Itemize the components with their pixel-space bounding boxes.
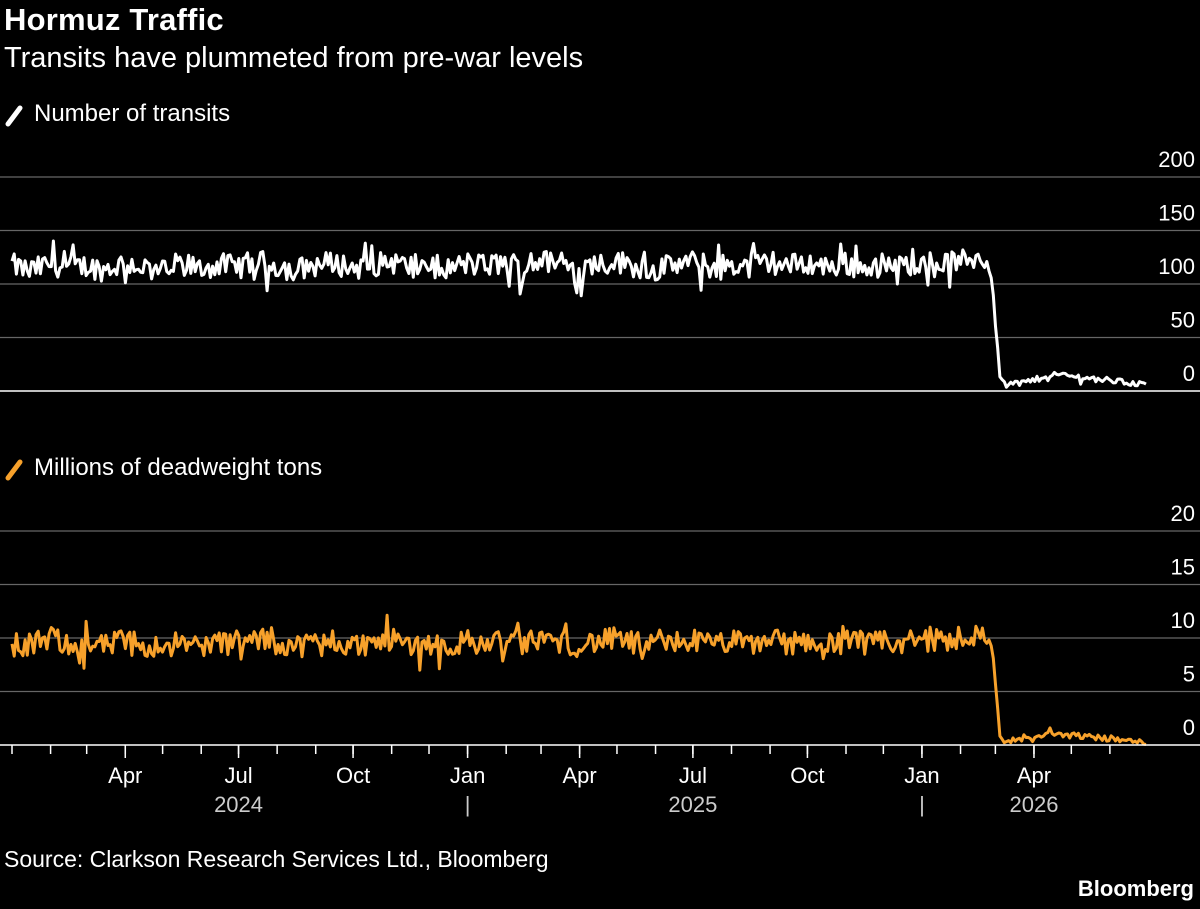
transits-panel: Number of transits 0 50 100 150 200 (0, 100, 1200, 392)
y-tick-label: 50 (1171, 308, 1195, 333)
x-tick-label: Apr (1017, 763, 1051, 788)
y-tick-label: 5 (1183, 662, 1195, 687)
bloomberg-logo: Bloomberg (1077, 876, 1194, 901)
dwt-series-line (10, 613, 1147, 746)
x-tick-label: Apr (108, 763, 142, 788)
dwt-legend: Millions of deadweight tons (5, 454, 322, 481)
y-tick-label: 10 (1171, 608, 1195, 633)
dwt-legend-label: Millions of deadweight tons (34, 454, 322, 481)
x-year-label: 2024 (214, 792, 263, 817)
x-tick-label: Oct (790, 763, 824, 788)
dwt-panel: Millions of deadweight tons 0 5 10 15 20 (0, 454, 1200, 746)
chart-subtitle: Transits have plummeted from pre-war lev… (4, 42, 584, 74)
x-tick-label: Jan (450, 763, 485, 788)
transits-legend-label: Number of transits (34, 100, 230, 127)
transits-y-tick-labels: 0 50 100 150 200 (1158, 147, 1195, 386)
x-tick-label: Apr (562, 763, 596, 788)
y-tick-label: 20 (1171, 501, 1195, 526)
x-tick-label: Oct (336, 763, 370, 788)
transits-legend-swatch (5, 105, 23, 127)
x-year-label: | (465, 792, 471, 817)
x-year-label: | (919, 792, 925, 817)
y-tick-label: 0 (1183, 715, 1195, 740)
y-tick-label: 0 (1183, 361, 1195, 386)
transits-series-line (10, 239, 1147, 389)
transits-legend: Number of transits (5, 100, 230, 127)
x-tick-label: Jul (679, 763, 707, 788)
x-axis: Apr Jul Oct Jan Apr Jul Oct Jan Apr 2024 | 2025 | 202… (11, 745, 1111, 817)
x-year-label: 2026 (1009, 792, 1058, 817)
transits-gridlines (0, 176, 1200, 339)
dwt-legend-swatch (5, 459, 23, 481)
chart-title: Hormuz Traffic (4, 2, 224, 37)
dwt-gridlines (0, 530, 1200, 693)
x-tick-label: Jul (224, 763, 252, 788)
source-note: Source: Clarkson Research Services Ltd.,… (4, 846, 549, 872)
y-tick-label: 150 (1158, 201, 1195, 226)
dwt-y-tick-labels: 0 5 10 15 20 (1171, 501, 1195, 740)
y-tick-label: 100 (1158, 254, 1195, 279)
y-tick-label: 15 (1171, 555, 1195, 580)
y-tick-label: 200 (1158, 147, 1195, 172)
x-year-label: 2025 (668, 792, 717, 817)
x-tick-label: Jan (904, 763, 939, 788)
